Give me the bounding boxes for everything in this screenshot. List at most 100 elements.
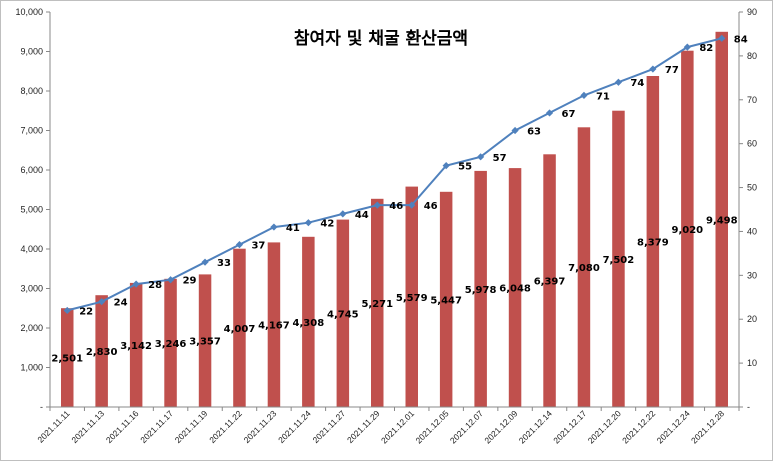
line-data-label: 71 <box>596 91 610 102</box>
line-point <box>614 78 623 86</box>
right-tick-label: 50 <box>747 183 757 193</box>
x-tick-label: 2021.11.13 <box>69 408 106 445</box>
bar-data-label: 4,308 <box>293 318 325 329</box>
left-tick-label: 10,000 <box>15 7 43 17</box>
left-tick-label: - <box>40 402 43 412</box>
bar <box>612 110 625 407</box>
participants-line <box>66 37 723 312</box>
bar-data-label: 9,020 <box>672 225 704 236</box>
line-data-label: 37 <box>251 241 265 252</box>
x-tick-label: 2021.12.07 <box>448 408 485 445</box>
right-tick-label: - <box>747 402 750 412</box>
line-point <box>718 34 726 42</box>
line-data-label: 77 <box>665 65 679 76</box>
line-data-label: 46 <box>389 201 403 212</box>
left-tick-label: 1,000 <box>20 363 43 373</box>
bar-data-label: 4,167 <box>258 321 290 332</box>
line-data-label: 33 <box>217 258 231 269</box>
x-tick-label: 2021.11.29 <box>345 408 382 445</box>
bar <box>198 274 212 407</box>
x-tick-label: 2021.11.17 <box>138 408 175 445</box>
left-tick-label: 7,000 <box>20 126 43 136</box>
line-data-label: 29 <box>183 276 197 287</box>
line-data-label: 42 <box>320 219 334 230</box>
line-point <box>270 223 278 231</box>
line-data-label: 55 <box>458 162 472 173</box>
right-tick-label: 80 <box>747 51 757 61</box>
right-tick-label: 10 <box>747 358 757 368</box>
right-tick-label: 20 <box>747 314 757 324</box>
line-point <box>649 65 657 73</box>
bar-data-label: 4,745 <box>327 309 359 320</box>
line-data-label: 63 <box>527 127 541 138</box>
line-data-label: 67 <box>562 109 576 120</box>
x-tick-label: 2021.12.20 <box>586 408 623 445</box>
bar <box>646 76 660 407</box>
x-tick-label: 2021.12.17 <box>551 408 588 445</box>
left-tick-label: 9,000 <box>20 47 43 57</box>
bar <box>474 170 487 407</box>
x-tick-label: 2021.11.11 <box>35 408 71 444</box>
line-point <box>373 201 381 209</box>
line-point <box>166 276 175 284</box>
left-tick-label: 6,000 <box>20 165 43 175</box>
line-data-label: 24 <box>114 298 128 309</box>
bar-data-label: 5,579 <box>396 293 428 304</box>
bar <box>371 198 384 407</box>
x-tick-label: 2021.11.23 <box>242 408 279 445</box>
bar <box>577 127 591 408</box>
x-tick-label: 2021.11.27 <box>311 408 348 445</box>
bar <box>439 191 453 407</box>
bar-data-label: 5,447 <box>430 295 462 306</box>
bar <box>405 186 418 407</box>
line-data-label: 84 <box>734 34 748 45</box>
bar-data-label: 5,978 <box>465 285 497 296</box>
bar <box>508 168 522 407</box>
line-data-label: 41 <box>286 223 300 234</box>
bar <box>129 282 143 407</box>
right-tick-label: 70 <box>747 95 757 105</box>
x-tick-label: 2021.12.14 <box>517 408 554 445</box>
x-tick-label: 2021.12.09 <box>482 408 519 445</box>
bar-data-label: 9,498 <box>706 215 738 226</box>
line-point <box>442 162 450 170</box>
x-tick-label: 2021.12.24 <box>655 408 692 445</box>
right-tick-label: 40 <box>747 226 757 236</box>
line-point <box>304 219 312 227</box>
chart-title: 참여자 및 채굴 환산금액 <box>294 28 468 49</box>
bar-data-label: 6,397 <box>534 277 566 288</box>
line-point <box>132 280 140 288</box>
x-tick-label: 2021.12.28 <box>689 408 726 445</box>
right-tick-label: 90 <box>747 7 757 17</box>
bar <box>61 308 74 407</box>
line-data-label: 46 <box>424 201 438 212</box>
bar-data-label: 3,357 <box>189 337 221 348</box>
bar <box>715 31 728 408</box>
line-point <box>408 201 416 209</box>
line-point <box>545 109 554 117</box>
line-data-label: 57 <box>493 153 507 164</box>
bar-data-label: 6,048 <box>499 284 531 295</box>
bar-data-label: 8,379 <box>637 238 669 249</box>
right-tick-label: 30 <box>747 270 757 280</box>
left-tick-label: 2,000 <box>20 323 43 333</box>
line-data-label: 44 <box>355 210 369 221</box>
bar <box>95 295 108 407</box>
bars-layer <box>61 31 728 408</box>
left-tick-label: 4,000 <box>20 244 43 254</box>
bar-data-label: 3,142 <box>120 341 152 352</box>
bar-data-label: 4,007 <box>224 324 256 335</box>
line-point <box>63 306 71 315</box>
bar-data-label: 3,246 <box>155 339 187 350</box>
bar-data-label: 7,080 <box>568 263 600 274</box>
bar <box>681 50 694 407</box>
bar-data-label: 2,501 <box>51 354 83 365</box>
bar-data-label: 2,830 <box>86 347 118 358</box>
line-layer <box>63 34 726 315</box>
labels-layer: 22 24 28 29 33 37 41 42 44 46 46 55 57 63 67 71 74 77 82 84… <box>51 34 747 364</box>
bar-data-label: 7,502 <box>603 255 635 266</box>
line-point <box>201 258 209 266</box>
left-tick-label: 3,000 <box>20 284 43 294</box>
